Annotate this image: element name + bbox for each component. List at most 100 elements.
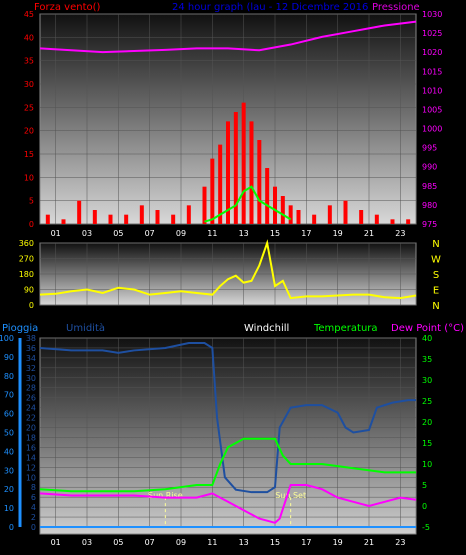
wind-tick-label: 10 <box>24 173 34 182</box>
compass-label: E <box>433 286 439 297</box>
humidity-tick-label: 12 <box>26 463 36 472</box>
pressure-title: Pressione <box>372 2 420 13</box>
humidity-tick-label: 20 <box>26 424 36 433</box>
humidity-tick-label: 22 <box>26 414 36 423</box>
rain-tick-label: 30 <box>4 466 14 475</box>
hour-tick-label: 05 <box>113 229 123 238</box>
temperature-tick-label: -5 <box>422 523 430 532</box>
wind-tick-label: 5 <box>29 197 34 206</box>
pressure-tick-label: 1000 <box>422 125 442 134</box>
hour-tick-label: 15 <box>270 538 280 547</box>
hour-tick-label: 01 <box>51 229 61 238</box>
hour-tick-label: 09 <box>176 538 186 547</box>
humidity-tick-label: 2 <box>31 513 36 522</box>
wind-tick-label: 15 <box>24 150 34 159</box>
temperature-label: Temperatura <box>313 323 378 334</box>
humidity-tick-label: 4 <box>31 503 36 512</box>
rain-tick-label: 20 <box>4 485 14 494</box>
temperature-tick-label: 5 <box>422 481 427 490</box>
humidity-tick-label: 0 <box>31 523 36 532</box>
rain-tick-label: 80 <box>4 372 14 381</box>
pressure-tick-label: 975 <box>422 220 437 229</box>
hour-tick-label: 15 <box>270 229 280 238</box>
direction-tick-label: 360 <box>19 239 34 248</box>
wind-tick-label: 35 <box>24 57 34 66</box>
hour-tick-label: 03 <box>82 538 92 547</box>
temperature-tick-label: 10 <box>422 460 432 469</box>
hour-tick-label: 03 <box>82 229 92 238</box>
hour-tick-label: 09 <box>176 229 186 238</box>
windchill-label: Windchill <box>244 323 289 334</box>
humidity-tick-label: 16 <box>26 443 36 452</box>
compass-label: N <box>432 301 439 312</box>
direction-tick-label: 90 <box>24 286 34 295</box>
hour-tick-label: 01 <box>51 538 61 547</box>
humidity-tick-label: 6 <box>31 493 36 502</box>
humidity-tick-label: 38 <box>26 334 36 343</box>
hour-tick-label: 07 <box>145 538 155 547</box>
hour-tick-label: 19 <box>333 229 343 238</box>
humidity-tick-label: 14 <box>26 453 36 462</box>
hour-tick-label: 13 <box>239 538 249 547</box>
hour-tick-label: 23 <box>395 538 405 547</box>
hour-tick-label: 19 <box>333 538 343 547</box>
humidity-tick-label: 26 <box>26 394 36 403</box>
rain-tick-label: 40 <box>4 447 14 456</box>
hour-tick-label: 23 <box>395 229 405 238</box>
hour-tick-label: 13 <box>239 229 249 238</box>
series-line-umidità <box>39 341 416 494</box>
hour-tick-label: 11 <box>207 538 217 547</box>
direction-tick-label: 180 <box>19 270 34 279</box>
temperature-tick-label: 20 <box>422 418 432 427</box>
humidity-tick-label: 32 <box>26 364 36 373</box>
hour-tick-label: 05 <box>113 538 123 547</box>
direction-tick-label: 0 <box>29 301 34 310</box>
temperature-tick-label: 25 <box>422 397 432 406</box>
pressure-tick-label: 985 <box>422 182 437 191</box>
hour-tick-label: 07 <box>145 229 155 238</box>
humidity-tick-label: 36 <box>26 344 36 353</box>
rain-tick-label: 100 <box>0 334 14 343</box>
compass-label: W <box>431 255 441 266</box>
pressure-tick-label: 1025 <box>422 29 442 38</box>
pressure-tick-label: 1010 <box>422 86 442 95</box>
wind-tick-label: 30 <box>24 80 34 89</box>
humidity-tick-label: 30 <box>26 374 36 383</box>
wind-tick-label: 0 <box>29 220 34 229</box>
temperature-tick-label: 35 <box>422 355 432 364</box>
rain-tick-label: 10 <box>4 504 14 513</box>
hour-tick-label: 11 <box>207 229 217 238</box>
hour-tick-label: 17 <box>301 538 311 547</box>
humidity-tick-label: 8 <box>31 483 36 492</box>
compass-label: S <box>433 270 439 281</box>
wind-tick-label: 25 <box>24 103 34 112</box>
rain-tick-label: 90 <box>4 353 14 362</box>
temperature-tick-label: 30 <box>422 376 432 385</box>
rain-tick-label: 50 <box>4 429 14 438</box>
rain-tick-label: 0 <box>9 523 14 532</box>
pressure-tick-label: 1005 <box>422 105 442 114</box>
humidity-tick-label: 18 <box>26 433 36 442</box>
temperature-tick-label: 40 <box>422 334 432 343</box>
series-line-raffica <box>204 185 292 223</box>
series-line-wind-direction <box>39 239 417 300</box>
wind-tick-label: 45 <box>24 10 34 19</box>
pressure-tick-label: 995 <box>422 144 437 153</box>
wind-title: Forza vento() <box>34 2 101 13</box>
wind-tick-label: 40 <box>24 33 34 42</box>
chart-title: 24 hour graph (lau - 12 Dicembre 2016 <box>172 2 368 13</box>
pressure-tick-label: 1030 <box>422 10 442 19</box>
humidity-tick-label: 34 <box>26 354 36 363</box>
pressure-tick-label: 990 <box>422 163 437 172</box>
humidity-tick-label: 10 <box>26 473 36 482</box>
series-line-pressione <box>39 20 417 54</box>
temperature-tick-label: 15 <box>422 439 432 448</box>
hour-tick-label: 21 <box>364 229 374 238</box>
pressure-tick-label: 1020 <box>422 48 442 57</box>
series-line-temperatura <box>39 437 416 493</box>
humidity-label: Umidità <box>66 322 105 334</box>
rain-label: Pioggia <box>2 323 38 334</box>
temperature-tick-label: 0 <box>422 502 427 511</box>
hour-tick-label: 17 <box>301 229 311 238</box>
